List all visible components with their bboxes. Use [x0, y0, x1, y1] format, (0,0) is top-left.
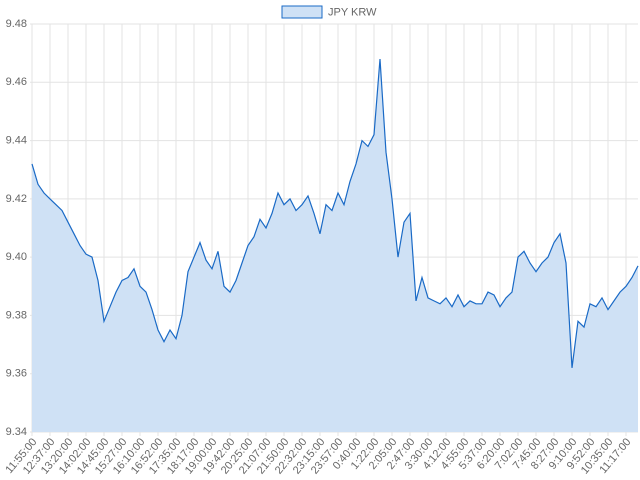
y-tick-label: 9.34: [6, 426, 27, 438]
area: [32, 59, 638, 432]
y-tick-label: 9.42: [6, 193, 27, 205]
y-tick-label: 9.38: [6, 309, 27, 321]
y-tick-label: 9.36: [6, 368, 27, 380]
legend-swatch: [281, 5, 323, 19]
y-tick-label: 9.46: [6, 76, 27, 88]
y-tick-label: 9.40: [6, 251, 27, 263]
y-tick-label: 9.44: [6, 134, 27, 146]
y-tick-label: 9.48: [6, 18, 27, 30]
legend-label: JPY KRW: [328, 6, 377, 18]
line: [31, 58, 639, 368]
